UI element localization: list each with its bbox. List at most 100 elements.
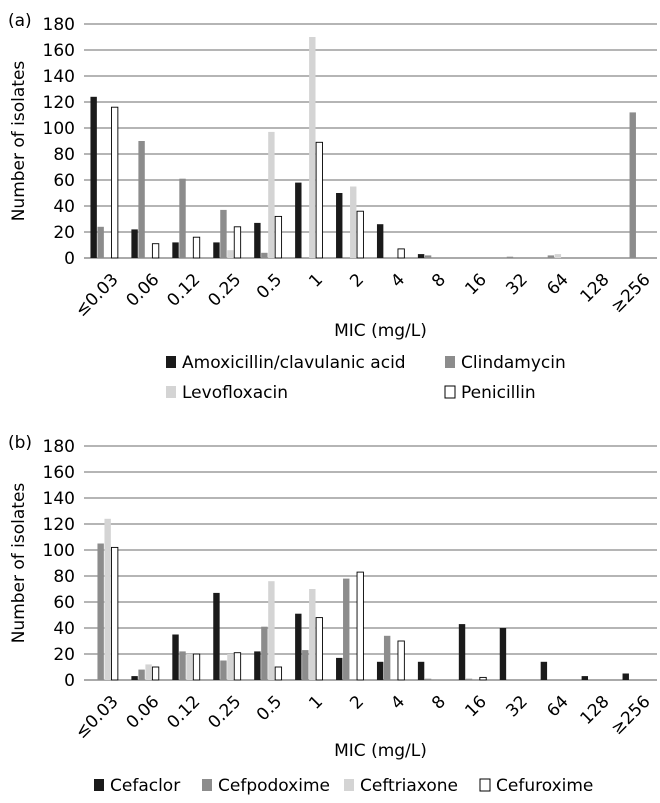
legend-label: Levofloxacin [182, 383, 288, 403]
legend-swatch [94, 779, 104, 791]
x-tick-label: 8 [428, 692, 450, 714]
bar-cefaclor [417, 661, 425, 680]
y-tick-label: 0 [64, 671, 75, 691]
legend-swatch [166, 386, 176, 398]
x-axis-title: MIC (mg/L) [334, 741, 427, 761]
bar-penicillin [192, 236, 201, 259]
bar-penicillin [315, 141, 323, 259]
x-tick-label: 32 [502, 270, 531, 299]
bar-penicillin [151, 243, 160, 259]
bar-penicillin [274, 215, 283, 259]
legend-swatch [479, 778, 491, 792]
bar-cefaclor [213, 592, 220, 680]
x-tick-label: 1 [305, 692, 327, 714]
bar-penicillin [111, 106, 119, 259]
bar-clindamycin [138, 141, 145, 258]
y-tick-label: 80 [53, 145, 75, 165]
bar-ceftriaxone [186, 654, 193, 680]
y-tick-label: 40 [53, 619, 75, 639]
bar-amoxicillin-clavulanic-acid [295, 182, 302, 258]
y-tick-label: 100 [43, 119, 75, 139]
bar-amoxicillin-clavulanic-acid [376, 224, 384, 258]
y-axis-title: Number of isolates [9, 483, 29, 644]
legend-swatch [166, 356, 176, 368]
x-tick-label: ≤0.03 [72, 270, 123, 321]
bar-levofloxacin [554, 254, 562, 258]
bar-cefuroxime [233, 652, 242, 681]
legend-label: Cefpodoxime [218, 776, 330, 796]
bar-amoxicillin-clavulanic-acid [213, 242, 220, 258]
x-tick-label: 0.12 [163, 270, 204, 311]
x-tick-label: 0.12 [163, 692, 204, 733]
y-tick-label: 120 [43, 515, 75, 535]
bar-cefaclor [295, 613, 302, 680]
x-tick-label: 0.06 [123, 692, 164, 733]
bar-ceftriaxone [227, 654, 234, 680]
bar-cefuroxime [397, 640, 405, 681]
bar-cefuroxime [192, 653, 201, 681]
chart-panel-a: (a) Number of isolates 0 20 40 60 80 100 120 140 1… [8, 11, 657, 403]
x-tick-label: 1 [305, 270, 327, 292]
x-tick-label: ≥256 [607, 692, 654, 739]
bar-cefpodoxime [261, 626, 268, 680]
y-tick-label: 60 [53, 593, 75, 613]
bar-amoxicillin-clavulanic-acid [254, 222, 261, 258]
x-tick-label: 32 [502, 692, 531, 721]
x-tick-label: 0.5 [253, 270, 286, 303]
bar-ceftriaxone [268, 581, 275, 680]
bar-cefpodoxime [465, 678, 473, 680]
bar-clindamycin [629, 112, 636, 259]
x-tick-label: 0.06 [123, 270, 164, 311]
bar-cefaclor [458, 624, 466, 680]
legend-label: Penicillin [461, 383, 536, 403]
legend-label: Cefuroxime [496, 776, 593, 796]
y-tick-label: 80 [53, 567, 75, 587]
y-tick-label: 180 [43, 15, 75, 35]
bar-cefaclor [336, 657, 343, 680]
bar-cefpodoxime [343, 578, 350, 680]
bar-cefaclor [172, 634, 179, 680]
x-tick-label: ≤0.03 [72, 692, 123, 743]
y-tick-label: 180 [43, 437, 75, 457]
x-tick-label: 64 [543, 692, 572, 721]
legend-label: Ceftriaxone [360, 776, 458, 796]
bar-cefuroxime [274, 666, 283, 681]
bar-cefaclor [376, 661, 384, 680]
bar-cefpodoxime [383, 635, 391, 680]
bar-amoxicillin-clavulanic-acid [131, 229, 138, 258]
chart-panel-b: (b) Number of isolates 0 20 40 60 80 100 120 140 1… [8, 433, 657, 796]
bar-ceftriaxone [104, 518, 111, 680]
bar-ceftriaxone [145, 664, 152, 680]
panel-label: (b) [8, 433, 32, 453]
bar-cefpodoxime [138, 669, 145, 680]
y-tick-label: 160 [43, 41, 75, 61]
bar-penicillin [356, 210, 364, 259]
x-tick-label: 0.25 [204, 692, 245, 733]
bar-cefuroxime [479, 676, 487, 681]
bar-cefpodoxime [179, 651, 186, 680]
legend-swatch [202, 779, 212, 791]
x-tick-label: 0.5 [253, 692, 286, 725]
bar-clindamycin [506, 256, 514, 258]
x-tick-label: 2 [346, 270, 368, 292]
bar-clindamycin [547, 255, 555, 258]
bar-penicillin [397, 248, 405, 259]
legend-swatch [344, 779, 354, 791]
y-tick-label: 0 [64, 249, 75, 269]
x-axis-title: MIC (mg/L) [334, 321, 427, 341]
y-tick-label: 120 [43, 93, 75, 113]
bar-cefaclor [131, 676, 138, 680]
bar-clindamycin [424, 255, 432, 258]
bar-levofloxacin [268, 131, 275, 258]
bar-cefpodoxime [302, 650, 309, 680]
bar-amoxicillin-clavulanic-acid [336, 193, 343, 258]
y-axis-title: Number of isolates [9, 61, 29, 222]
legend-swatch [444, 385, 456, 399]
bar-cefaclor [622, 673, 629, 680]
bar-cefaclor [254, 651, 261, 680]
y-tick-label: 140 [43, 67, 75, 87]
y-tick-label: 40 [53, 197, 75, 217]
y-tick-label: 60 [53, 171, 75, 191]
x-tick-label: 16 [461, 692, 490, 721]
